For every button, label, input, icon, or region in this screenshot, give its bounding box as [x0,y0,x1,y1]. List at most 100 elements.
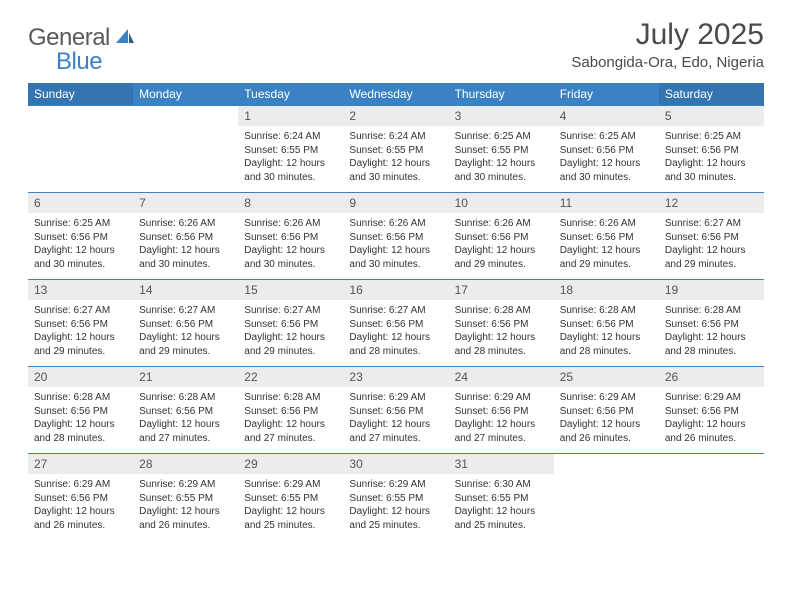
day-cell: 20Sunrise: 6:28 AMSunset: 6:56 PMDayligh… [28,367,133,454]
sunset-text: Sunset: 6:55 PM [455,144,548,158]
daylight-line1: Daylight: 12 hours [560,331,653,345]
day-content: Sunrise: 6:24 AMSunset: 6:55 PMDaylight:… [343,126,448,192]
day-content: Sunrise: 6:29 AMSunset: 6:55 PMDaylight:… [343,474,448,540]
sunset-text: Sunset: 6:56 PM [665,318,758,332]
sunrise-text: Sunrise: 6:25 AM [34,217,127,231]
day-number: 18 [554,280,659,300]
sunrise-text: Sunrise: 6:25 AM [665,130,758,144]
day-number: 10 [449,193,554,213]
day-content: Sunrise: 6:28 AMSunset: 6:56 PMDaylight:… [133,387,238,453]
day-content: Sunrise: 6:27 AMSunset: 6:56 PMDaylight:… [343,300,448,366]
daylight-line2: and 30 minutes. [34,258,127,272]
sunset-text: Sunset: 6:56 PM [455,405,548,419]
sunrise-text: Sunrise: 6:30 AM [455,478,548,492]
day-content: Sunrise: 6:28 AMSunset: 6:56 PMDaylight:… [238,387,343,453]
day-content: Sunrise: 6:28 AMSunset: 6:56 PMDaylight:… [554,300,659,366]
sunset-text: Sunset: 6:56 PM [34,318,127,332]
sunset-text: Sunset: 6:56 PM [560,231,653,245]
logo-part2: Blue [56,48,102,76]
sunset-text: Sunset: 6:55 PM [139,492,232,506]
day-content: Sunrise: 6:28 AMSunset: 6:56 PMDaylight:… [28,387,133,453]
daylight-line2: and 26 minutes. [665,432,758,446]
sunrise-text: Sunrise: 6:28 AM [455,304,548,318]
day-cell: 5Sunrise: 6:25 AMSunset: 6:56 PMDaylight… [659,106,764,193]
daylight-line2: and 25 minutes. [244,519,337,533]
day-cell: . [28,106,133,193]
sunset-text: Sunset: 6:56 PM [560,144,653,158]
day-number: 6 [28,193,133,213]
day-number: 23 [343,367,448,387]
sunset-text: Sunset: 6:56 PM [139,318,232,332]
daylight-line1: Daylight: 12 hours [244,244,337,258]
day-content: Sunrise: 6:24 AMSunset: 6:55 PMDaylight:… [238,126,343,192]
sunrise-text: Sunrise: 6:29 AM [34,478,127,492]
day-content: Sunrise: 6:27 AMSunset: 6:56 PMDaylight:… [28,300,133,366]
day-cell: 22Sunrise: 6:28 AMSunset: 6:56 PMDayligh… [238,367,343,454]
day-number: 19 [659,280,764,300]
day-cell: 23Sunrise: 6:29 AMSunset: 6:56 PMDayligh… [343,367,448,454]
day-content: Sunrise: 6:28 AMSunset: 6:56 PMDaylight:… [659,300,764,366]
sunrise-text: Sunrise: 6:24 AM [349,130,442,144]
day-cell: 17Sunrise: 6:28 AMSunset: 6:56 PMDayligh… [449,280,554,367]
day-cell: 19Sunrise: 6:28 AMSunset: 6:56 PMDayligh… [659,280,764,367]
day-cell: 6Sunrise: 6:25 AMSunset: 6:56 PMDaylight… [28,193,133,280]
day-number: 22 [238,367,343,387]
sunrise-text: Sunrise: 6:29 AM [139,478,232,492]
sunset-text: Sunset: 6:55 PM [349,144,442,158]
calendar-page: General July 2025 Sabongida-Ora, Edo, Ni… [0,0,792,558]
day-cell: 25Sunrise: 6:29 AMSunset: 6:56 PMDayligh… [554,367,659,454]
sunrise-text: Sunrise: 6:28 AM [34,391,127,405]
daylight-line1: Daylight: 12 hours [34,331,127,345]
day-content: Sunrise: 6:29 AMSunset: 6:56 PMDaylight:… [449,387,554,453]
day-number: 20 [28,367,133,387]
daylight-line2: and 27 minutes. [349,432,442,446]
day-number: 9 [343,193,448,213]
daylight-line1: Daylight: 12 hours [455,418,548,432]
day-number: 31 [449,454,554,474]
day-cell: 13Sunrise: 6:27 AMSunset: 6:56 PMDayligh… [28,280,133,367]
daylight-line2: and 30 minutes. [139,258,232,272]
sunset-text: Sunset: 6:56 PM [34,231,127,245]
daylight-line1: Daylight: 12 hours [560,244,653,258]
daylight-line2: and 29 minutes. [560,258,653,272]
day-number: 17 [449,280,554,300]
day-cell: 16Sunrise: 6:27 AMSunset: 6:56 PMDayligh… [343,280,448,367]
header-monday: Monday [133,83,238,106]
day-number: 24 [449,367,554,387]
sunset-text: Sunset: 6:56 PM [139,231,232,245]
daylight-line2: and 27 minutes. [244,432,337,446]
day-content: Sunrise: 6:29 AMSunset: 6:55 PMDaylight:… [238,474,343,540]
sunrise-text: Sunrise: 6:26 AM [349,217,442,231]
daylight-line2: and 28 minutes. [349,345,442,359]
sunrise-text: Sunrise: 6:27 AM [34,304,127,318]
sunrise-text: Sunrise: 6:26 AM [455,217,548,231]
day-number: 14 [133,280,238,300]
daylight-line2: and 28 minutes. [455,345,548,359]
daylight-line2: and 30 minutes. [455,171,548,185]
daylight-line1: Daylight: 12 hours [455,505,548,519]
daylight-line1: Daylight: 12 hours [349,331,442,345]
sunrise-text: Sunrise: 6:29 AM [455,391,548,405]
daylight-line2: and 29 minutes. [139,345,232,359]
day-cell: 21Sunrise: 6:28 AMSunset: 6:56 PMDayligh… [133,367,238,454]
daylight-line1: Daylight: 12 hours [665,244,758,258]
daylight-line1: Daylight: 12 hours [455,331,548,345]
day-cell: 28Sunrise: 6:29 AMSunset: 6:55 PMDayligh… [133,454,238,541]
day-cell: 29Sunrise: 6:29 AMSunset: 6:55 PMDayligh… [238,454,343,541]
daylight-line2: and 26 minutes. [139,519,232,533]
sunrise-text: Sunrise: 6:28 AM [244,391,337,405]
sunset-text: Sunset: 6:55 PM [244,144,337,158]
sunset-text: Sunset: 6:56 PM [560,405,653,419]
sunrise-text: Sunrise: 6:28 AM [665,304,758,318]
sunset-text: Sunset: 6:55 PM [349,492,442,506]
daylight-line2: and 27 minutes. [139,432,232,446]
daylight-line1: Daylight: 12 hours [665,418,758,432]
sunrise-text: Sunrise: 6:25 AM [455,130,548,144]
day-content: Sunrise: 6:29 AMSunset: 6:55 PMDaylight:… [133,474,238,540]
sunrise-text: Sunrise: 6:29 AM [349,391,442,405]
daylight-line2: and 25 minutes. [349,519,442,533]
daylight-line1: Daylight: 12 hours [34,418,127,432]
day-number: 1 [238,106,343,126]
day-number: 4 [554,106,659,126]
daylight-line1: Daylight: 12 hours [139,418,232,432]
